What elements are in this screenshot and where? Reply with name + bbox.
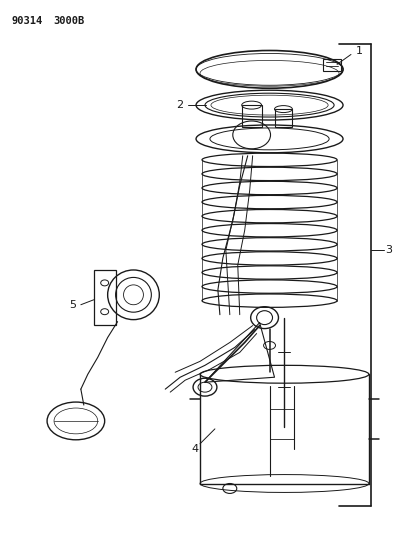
Text: 2: 2	[177, 100, 184, 110]
Bar	[275, 109, 292, 127]
Text: 3000B: 3000B	[53, 16, 84, 26]
Text: 1: 1	[356, 46, 362, 56]
Text: 3: 3	[385, 245, 392, 255]
Bar	[94, 270, 115, 325]
Text: 90314: 90314	[11, 16, 43, 26]
Text: 5: 5	[69, 300, 77, 310]
Bar	[242, 105, 262, 127]
Bar	[323, 60, 341, 71]
Text: 4: 4	[192, 444, 198, 454]
